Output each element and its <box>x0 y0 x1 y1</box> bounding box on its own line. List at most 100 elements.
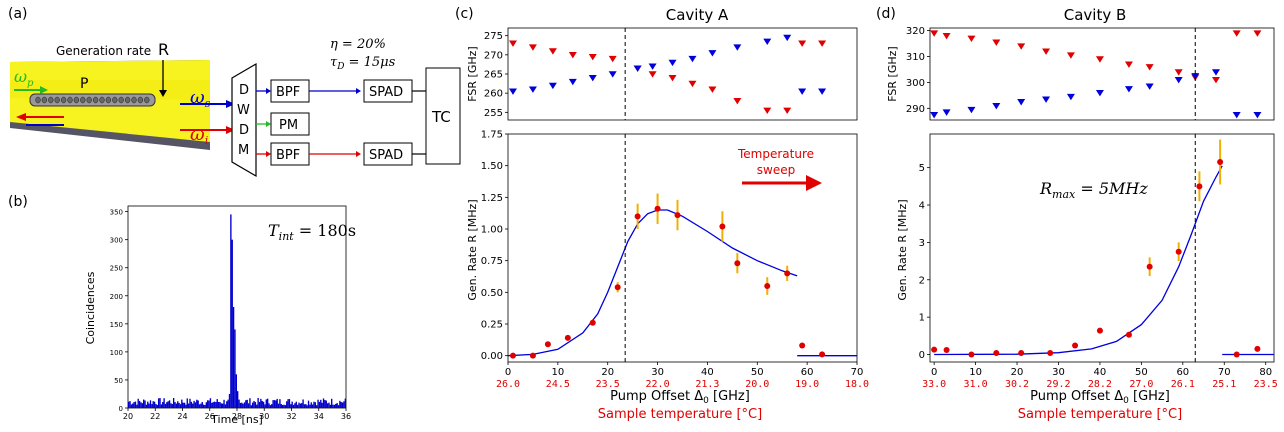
x-tick-label: 60 <box>1176 367 1189 378</box>
dwdm-letter-2: W <box>237 103 250 118</box>
ring-dot <box>105 96 112 104</box>
rate-y-axis-label: Gen. Rate R [MHz] <box>466 199 479 300</box>
temperature-sweep-arrowhead <box>806 175 822 191</box>
ring-dot <box>80 96 86 104</box>
histogram-bar <box>168 400 171 408</box>
histogram-bar <box>238 399 240 408</box>
histogram-bar <box>257 397 259 408</box>
histogram-bar <box>181 399 183 408</box>
fsr-red-marker <box>688 80 697 88</box>
y-tick-label: 255 <box>484 108 503 119</box>
y-tick-label: 4 <box>919 201 925 212</box>
fsr-blue-marker <box>1124 86 1133 93</box>
histogram-bar <box>132 403 134 408</box>
histogram-bar <box>335 403 337 408</box>
histogram-bar <box>129 401 131 408</box>
fsr-blue-marker <box>688 55 697 63</box>
histogram-bar <box>136 404 138 408</box>
generation-rate-symbol: R <box>158 40 169 59</box>
histogram-bar <box>224 404 227 408</box>
idler-out-arrowhead <box>226 126 235 134</box>
temperature-tick-label: 30.2 <box>1005 379 1029 390</box>
fsr-red-marker <box>708 86 717 93</box>
histogram-bar <box>324 399 326 408</box>
fsr-red-marker <box>967 35 976 42</box>
y-tick-label: 150 <box>110 321 123 329</box>
histogram-bar <box>258 401 261 408</box>
fsr-plot-frame <box>507 27 858 121</box>
fsr-red-marker <box>942 32 951 40</box>
histogram-bar <box>332 404 334 408</box>
dwdm-block <box>231 62 257 178</box>
histogram-bar <box>232 307 235 408</box>
fsr-blue-marker <box>668 59 677 67</box>
histogram-bar <box>153 401 156 408</box>
histogram-bar <box>306 405 308 408</box>
histogram-bar <box>272 400 274 408</box>
histogram-bar <box>253 400 255 408</box>
y-tick-label: 5 <box>919 163 925 174</box>
histogram-bar <box>147 401 149 408</box>
histogram-bar <box>235 374 237 408</box>
temperature-tick-label: 18.0 <box>845 379 869 390</box>
rate-y-tick-labels: 0.00 0.25 0.50 0.75 1.00 1.25 1.50 1.75 <box>481 130 508 362</box>
histogram-bar <box>186 398 188 408</box>
histogram-bar <box>331 398 333 408</box>
ring-dot <box>86 96 92 104</box>
fsr-red-marker <box>1174 69 1183 76</box>
histogram-bar <box>242 403 244 408</box>
histogram-bar <box>271 404 273 408</box>
histogram-bar <box>202 404 205 408</box>
temperature-tick-label: 26.0 <box>496 379 520 390</box>
histogram-bar <box>193 400 195 408</box>
histogram-bar <box>317 399 319 408</box>
temperature-axis-label: Sample temperature [°C] <box>598 407 762 422</box>
omega-i-label: ωi <box>190 124 208 147</box>
panel-label-c: (c) <box>455 6 474 22</box>
data-point <box>943 347 950 354</box>
data-point <box>993 350 1000 357</box>
x-tick-label: 26 <box>205 412 215 421</box>
arrowhead <box>266 151 271 157</box>
data-point <box>1233 351 1240 358</box>
rate-markers <box>931 134 1274 362</box>
ring-dot <box>144 96 150 104</box>
arrowhead <box>266 121 271 127</box>
fsr-blue-marker <box>930 112 939 119</box>
histogram-bar <box>198 404 201 408</box>
histogram-bar <box>333 404 336 408</box>
idler-arrowhead <box>16 113 26 121</box>
y-tick-label: 100 <box>110 349 123 357</box>
data-point <box>674 212 681 219</box>
temperature-tick-label: 25.1 <box>1212 379 1236 390</box>
fsr-blue-marker <box>1211 69 1220 76</box>
fsr-y-tick-labels: 290 300 310 320 <box>906 26 930 115</box>
fsr-blue-marker <box>1095 89 1104 97</box>
dwdm-letter-1: D <box>239 83 249 98</box>
histogram-bar <box>243 402 246 408</box>
histogram-bar <box>273 400 276 408</box>
fsr-blue-marker <box>942 109 951 116</box>
x-tick-label: 10 <box>969 367 982 378</box>
data-point <box>564 334 571 341</box>
histogram-bar <box>148 403 150 408</box>
panel-label-a: (a) <box>8 6 28 22</box>
histogram-bar <box>128 401 130 408</box>
data-point <box>968 351 975 358</box>
histogram-bar <box>291 401 293 408</box>
histogram-bar <box>182 402 184 408</box>
histogram-bar <box>254 402 257 408</box>
x-tick-label: 20 <box>1011 367 1024 378</box>
histogram-bar <box>325 400 327 408</box>
histogram-bar <box>265 399 267 408</box>
histogram-bar <box>142 399 145 408</box>
data-point <box>1125 331 1132 338</box>
spad-top-label: SPAD <box>369 85 403 100</box>
histogram-bar <box>269 405 272 408</box>
histogram-bar <box>249 398 251 408</box>
fsr-blue-marker <box>608 71 617 78</box>
ring-dot <box>124 96 131 104</box>
y-tick-labels: 0 50 100 150 200 250 300 350 <box>110 209 128 413</box>
